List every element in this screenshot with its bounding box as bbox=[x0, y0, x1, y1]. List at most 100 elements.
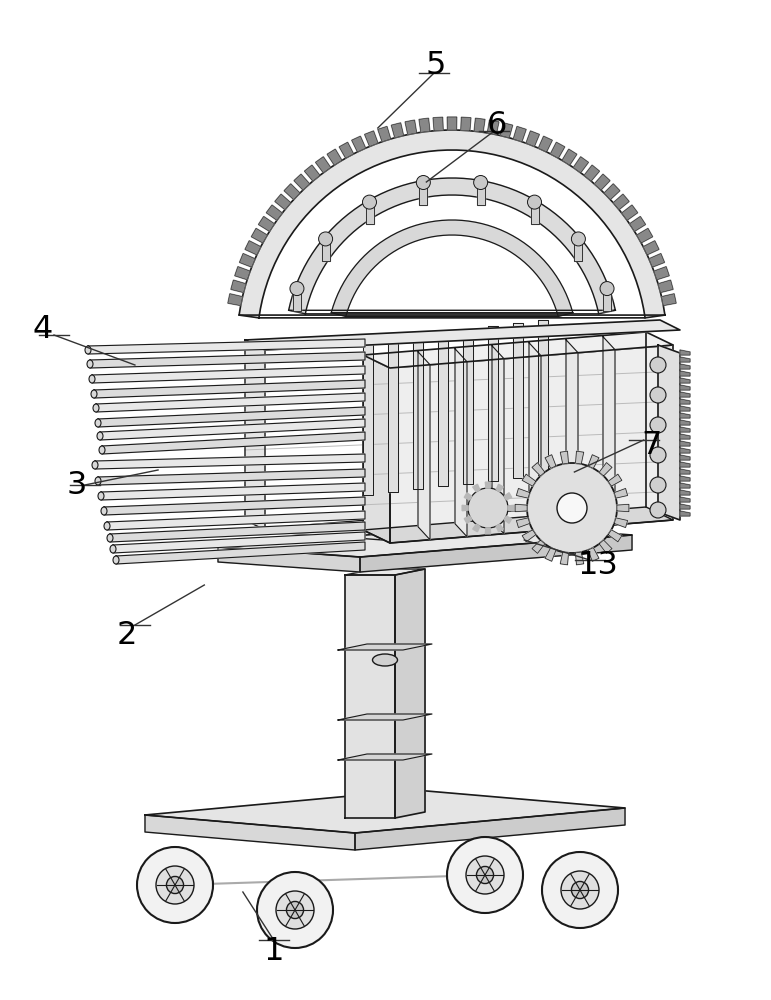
Ellipse shape bbox=[87, 360, 93, 368]
Polygon shape bbox=[649, 254, 665, 267]
Ellipse shape bbox=[571, 881, 588, 899]
Polygon shape bbox=[561, 451, 568, 464]
Ellipse shape bbox=[257, 872, 333, 948]
Polygon shape bbox=[608, 474, 622, 486]
Ellipse shape bbox=[85, 346, 91, 354]
Ellipse shape bbox=[167, 876, 183, 894]
Text: 13: 13 bbox=[577, 550, 618, 580]
Polygon shape bbox=[447, 117, 456, 130]
Polygon shape bbox=[284, 184, 300, 200]
Circle shape bbox=[473, 176, 487, 190]
Polygon shape bbox=[345, 569, 425, 575]
Polygon shape bbox=[658, 345, 680, 520]
Bar bbox=[520, 505, 528, 511]
Polygon shape bbox=[473, 524, 480, 532]
Polygon shape bbox=[680, 385, 690, 390]
Polygon shape bbox=[603, 289, 611, 311]
Polygon shape bbox=[145, 815, 355, 850]
Circle shape bbox=[318, 232, 332, 246]
Polygon shape bbox=[388, 337, 398, 492]
Polygon shape bbox=[680, 483, 690, 488]
Polygon shape bbox=[95, 454, 365, 469]
Polygon shape bbox=[288, 178, 615, 314]
Polygon shape bbox=[107, 511, 365, 530]
Polygon shape bbox=[529, 343, 541, 531]
Polygon shape bbox=[594, 174, 610, 190]
Circle shape bbox=[557, 493, 587, 523]
Ellipse shape bbox=[542, 852, 618, 928]
Polygon shape bbox=[613, 194, 629, 210]
Polygon shape bbox=[218, 547, 360, 572]
Polygon shape bbox=[680, 420, 690, 425]
Bar bbox=[550, 505, 558, 511]
Ellipse shape bbox=[104, 522, 110, 530]
Polygon shape bbox=[614, 488, 628, 498]
Polygon shape bbox=[522, 474, 536, 486]
Bar bbox=[514, 505, 522, 511]
Circle shape bbox=[650, 502, 666, 518]
Polygon shape bbox=[462, 505, 468, 511]
Polygon shape bbox=[522, 530, 536, 542]
Polygon shape bbox=[92, 366, 365, 383]
Polygon shape bbox=[355, 808, 625, 850]
Ellipse shape bbox=[95, 419, 101, 427]
Polygon shape bbox=[538, 320, 548, 475]
Polygon shape bbox=[643, 241, 659, 255]
Polygon shape bbox=[145, 790, 625, 833]
Polygon shape bbox=[504, 493, 512, 500]
Polygon shape bbox=[513, 126, 526, 142]
Polygon shape bbox=[418, 352, 430, 540]
Polygon shape bbox=[496, 484, 503, 492]
Polygon shape bbox=[455, 349, 467, 537]
Text: 3: 3 bbox=[67, 470, 87, 500]
Polygon shape bbox=[113, 532, 365, 553]
Polygon shape bbox=[363, 507, 673, 543]
Polygon shape bbox=[496, 524, 503, 532]
Ellipse shape bbox=[372, 654, 398, 666]
Circle shape bbox=[650, 357, 666, 373]
Circle shape bbox=[362, 195, 376, 209]
Polygon shape bbox=[604, 184, 620, 200]
Polygon shape bbox=[513, 323, 523, 478]
Polygon shape bbox=[332, 220, 573, 317]
Polygon shape bbox=[365, 131, 378, 146]
Ellipse shape bbox=[276, 891, 314, 929]
Polygon shape bbox=[575, 451, 584, 464]
Polygon shape bbox=[339, 142, 354, 158]
Text: 2: 2 bbox=[117, 619, 137, 650]
Polygon shape bbox=[662, 294, 676, 306]
Polygon shape bbox=[599, 540, 612, 553]
Bar bbox=[544, 505, 552, 511]
Polygon shape bbox=[90, 352, 365, 368]
Polygon shape bbox=[599, 463, 612, 476]
Polygon shape bbox=[680, 427, 690, 432]
Polygon shape bbox=[545, 548, 556, 561]
Polygon shape bbox=[266, 205, 282, 220]
Polygon shape bbox=[680, 441, 690, 446]
Polygon shape bbox=[680, 399, 690, 404]
Polygon shape bbox=[100, 419, 365, 440]
Polygon shape bbox=[245, 241, 261, 255]
Polygon shape bbox=[245, 320, 680, 350]
Polygon shape bbox=[274, 194, 291, 210]
Polygon shape bbox=[258, 216, 274, 231]
Bar bbox=[496, 505, 504, 511]
Bar bbox=[562, 505, 570, 511]
Polygon shape bbox=[390, 345, 673, 543]
Ellipse shape bbox=[113, 556, 119, 564]
Polygon shape bbox=[621, 205, 638, 220]
Bar bbox=[556, 505, 564, 511]
Polygon shape bbox=[574, 157, 588, 173]
Polygon shape bbox=[98, 469, 365, 485]
Polygon shape bbox=[561, 552, 568, 565]
Ellipse shape bbox=[110, 545, 116, 553]
Polygon shape bbox=[305, 165, 320, 181]
Polygon shape bbox=[530, 202, 538, 224]
Polygon shape bbox=[315, 157, 331, 173]
Polygon shape bbox=[500, 123, 513, 138]
Polygon shape bbox=[575, 552, 584, 565]
Polygon shape bbox=[485, 482, 490, 488]
Polygon shape bbox=[630, 216, 645, 231]
Polygon shape bbox=[680, 413, 690, 418]
Bar bbox=[508, 505, 516, 511]
